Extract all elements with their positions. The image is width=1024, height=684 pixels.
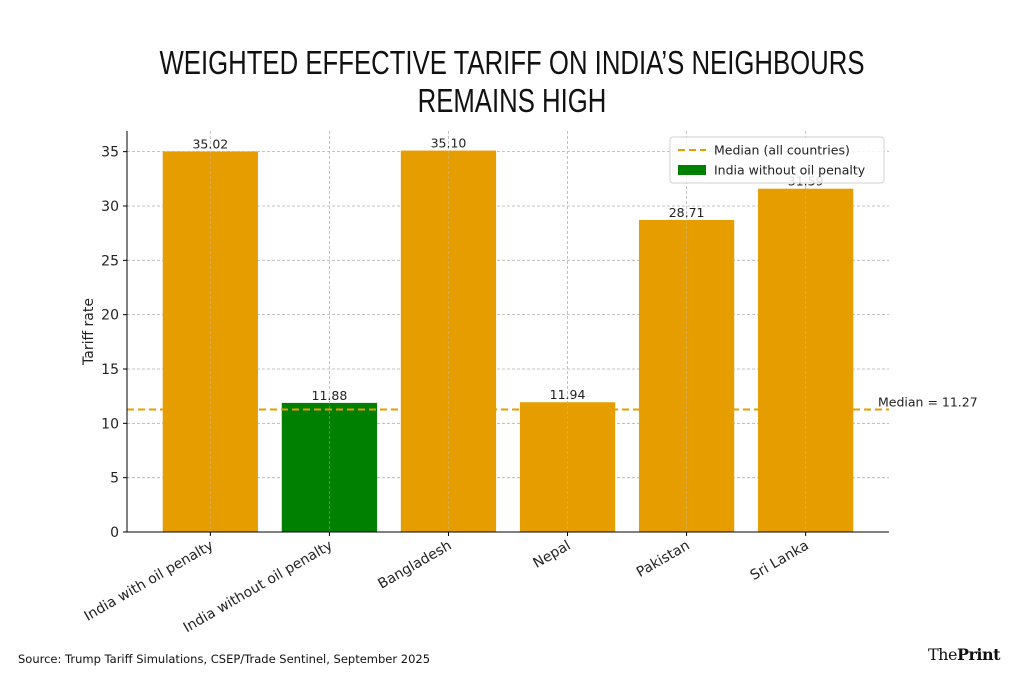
y-tick-label: 15 [101,362,119,378]
y-tick-label: 35 [101,145,119,161]
x-tick-label: Nepal [530,538,573,572]
chart-title: WEIGHTED EFFECTIVE TARIFF ON INDIA’S NEI… [159,44,865,119]
y-tick-label: 5 [110,471,119,487]
y-tick-label: 20 [101,308,119,324]
legend-label: India without oil penalty [714,163,866,178]
x-tick-label: India with oil penalty [82,538,217,625]
source-note: Source: Trump Tariff Simulations, CSEP/T… [18,652,431,666]
x-tick-label: Bangladesh [375,538,454,593]
y-tick-label: 30 [101,199,119,215]
y-tick-label: 0 [110,525,119,541]
x-tick-label: Pakistan [634,538,693,581]
legend-box [669,136,885,184]
theprint-logo: ThePrint [928,645,1001,664]
data-label: 11.94 [550,387,586,402]
legend-green-swatch [678,165,706,175]
y-axis-label: Tariff rate [81,298,97,366]
data-label: 35.02 [192,136,228,151]
y-tick-label: 10 [101,416,119,432]
data-label: 28.71 [669,205,705,220]
y-tick-label: 25 [101,253,119,269]
x-tick-label: Sri Lanka [748,538,812,584]
median-label: Median = 11.27 [878,395,978,410]
bar [758,188,854,532]
data-label: 11.88 [312,388,348,403]
legend-label: Median (all countries) [714,143,850,158]
data-label: 35.10 [431,136,467,151]
